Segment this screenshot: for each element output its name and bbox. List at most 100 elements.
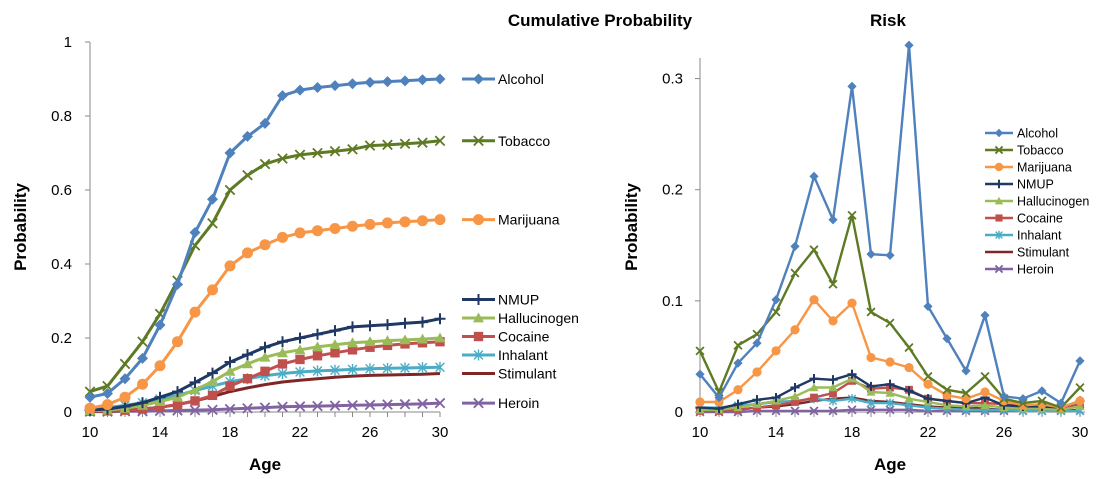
data-point (885, 357, 895, 367)
data-point (695, 369, 705, 379)
data-point (225, 381, 235, 391)
data-point (259, 402, 271, 413)
data-point (904, 362, 914, 373)
data-point (809, 374, 819, 384)
data-point (242, 130, 253, 142)
data-point (790, 268, 800, 278)
legend-item-tobacco: Tobacco (985, 144, 1064, 158)
data-point (904, 40, 914, 50)
data-point (189, 376, 201, 388)
series-nmup (84, 313, 446, 416)
data-point (242, 402, 253, 414)
data-point (242, 358, 253, 369)
data-point (330, 364, 340, 376)
chart-title: Risk (870, 11, 906, 30)
data-point (84, 386, 96, 397)
data-point (277, 347, 288, 358)
data-point (154, 319, 166, 331)
data-point (714, 392, 724, 403)
data-point (242, 374, 253, 384)
data-point (294, 344, 306, 355)
data-point (347, 143, 358, 155)
data-point (904, 386, 914, 396)
legend-label: Marijuana (1017, 161, 1072, 175)
data-point (382, 319, 393, 331)
data-point (866, 398, 876, 408)
data-point (102, 388, 113, 399)
data-point (259, 239, 271, 251)
data-point (866, 249, 876, 259)
data-point (809, 171, 819, 181)
data-point (434, 214, 446, 226)
data-point (980, 387, 990, 397)
data-point (417, 333, 428, 344)
data-point (84, 402, 96, 414)
data-point (866, 387, 876, 396)
legend-item-nmup: NMUP (985, 178, 1054, 192)
data-point (207, 390, 218, 401)
data-point (695, 346, 705, 356)
data-point (242, 247, 253, 259)
x-tick-label: 22 (920, 424, 937, 441)
data-point (752, 395, 762, 405)
data-point (207, 367, 218, 379)
data-point (1018, 394, 1028, 404)
data-point (207, 193, 218, 205)
data-point (277, 90, 288, 102)
data-point (847, 81, 857, 91)
series-marijuana (695, 295, 1085, 413)
data-point (154, 391, 166, 403)
data-point (329, 145, 341, 157)
legend-label: Stimulant (1017, 246, 1070, 260)
data-point (137, 378, 148, 390)
data-point (347, 337, 358, 348)
data-point (295, 354, 305, 365)
data-point (733, 399, 743, 409)
legend-label: Alcohol (498, 71, 544, 87)
legend-item-marijuana: Marijuana (985, 161, 1072, 175)
data-point (828, 382, 838, 392)
data-point (189, 306, 201, 318)
data-point (207, 217, 218, 229)
legend-item-stimulant: Stimulant (462, 366, 556, 382)
series-tobacco (84, 135, 446, 397)
data-point (434, 73, 446, 85)
x-tick-label: 26 (996, 424, 1013, 441)
data-point (961, 388, 971, 398)
data-point (1075, 396, 1085, 406)
legend-marker (473, 294, 484, 306)
data-point (828, 396, 838, 406)
data-point (382, 335, 393, 345)
data-point (847, 369, 857, 379)
data-point (1056, 398, 1066, 408)
x-tick-label: 10 (692, 424, 709, 441)
data-point (790, 382, 800, 393)
legend-label: Tobacco (1017, 144, 1064, 158)
data-point (790, 325, 800, 335)
data-point (923, 379, 933, 389)
data-point (294, 84, 306, 96)
data-point (885, 318, 895, 328)
legend-item-marijuana: Marijuana (462, 212, 560, 228)
legend-item-alcohol: Alcohol (462, 71, 544, 87)
data-point (277, 401, 288, 413)
legend-item-heroin: Heroin (462, 395, 539, 411)
data-point (277, 336, 288, 348)
x-tick-label: 10 (82, 424, 99, 441)
legend-marker (995, 214, 1003, 222)
data-point (155, 402, 165, 412)
data-point (224, 356, 236, 368)
data-point (942, 334, 952, 344)
data-point (1037, 396, 1047, 406)
data-point (1037, 386, 1047, 396)
data-point (733, 340, 743, 350)
data-point (294, 227, 306, 239)
data-point (417, 137, 428, 148)
legend-label: Hallucinogen (498, 310, 579, 326)
data-point (365, 363, 375, 375)
data-point (242, 349, 253, 361)
data-point (435, 361, 445, 373)
data-point (364, 320, 376, 332)
data-point (399, 398, 411, 410)
data-point (790, 241, 800, 251)
